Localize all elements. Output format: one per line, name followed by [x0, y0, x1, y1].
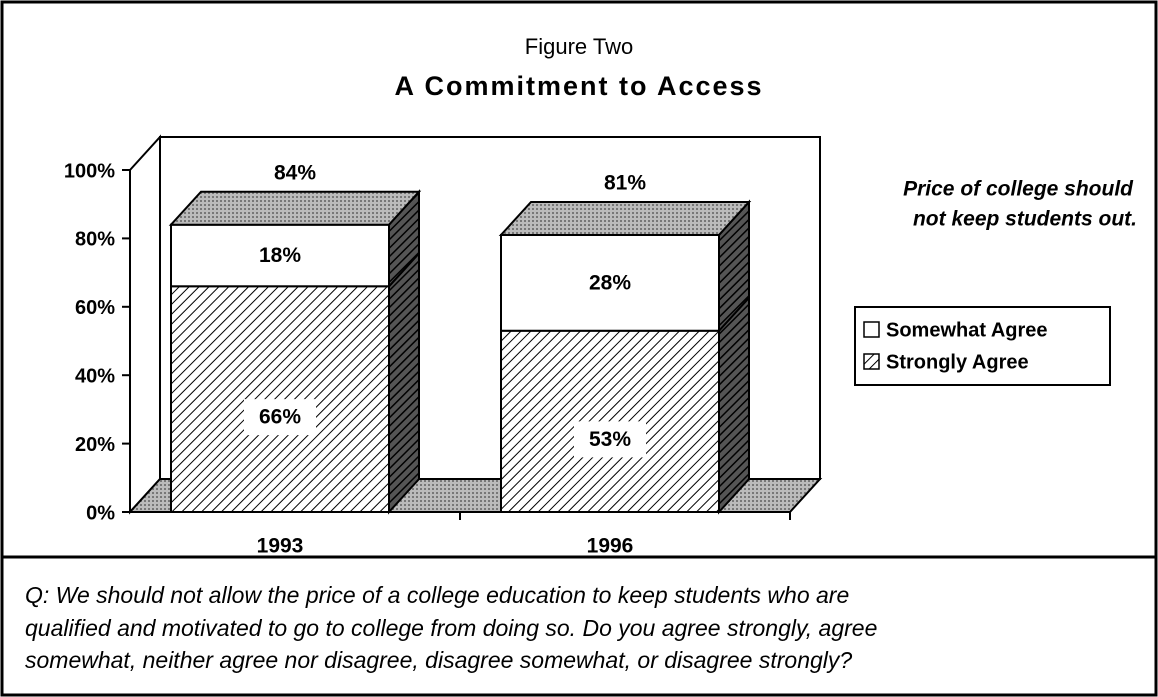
value-label-bg: [574, 421, 646, 458]
question: Q: We should not allow the price of a co…: [25, 582, 849, 608]
question: somewhat, neither agree nor disagree, di…: [25, 647, 852, 673]
legend-label: Strongly Agree: [886, 351, 1029, 373]
chart-title: A Commitment to Access: [394, 71, 763, 101]
annotation: Price of college should: [903, 178, 1134, 201]
bar-side: [718, 295, 750, 515]
value-label: 53%: [589, 428, 631, 451]
x-tick-label: 1993: [257, 535, 304, 558]
legend-label: Somewhat Agree: [886, 319, 1048, 341]
value-label-bg: [244, 399, 316, 436]
question: qualified and motivated to go to college…: [25, 615, 877, 641]
y-tick-label: 100%: [64, 160, 115, 182]
value-label: 18%: [259, 244, 301, 267]
bar-segment: [170, 223, 390, 288]
question-frame: [0, 555, 1158, 697]
total-label: 84%: [274, 161, 316, 184]
total-label: 81%: [604, 172, 646, 195]
y-tick-label: 40%: [75, 365, 115, 387]
side-wall: [129, 134, 161, 515]
x-tick-label: 1996: [587, 535, 634, 558]
legend-swatch: [863, 353, 880, 370]
bar-side: [388, 250, 420, 515]
value-label: 28%: [589, 271, 631, 294]
legend: [854, 306, 1111, 386]
legend-swatch: [863, 321, 880, 338]
chart-subtitle: Figure Two: [525, 34, 633, 59]
annotation: not keep students out.: [913, 208, 1137, 231]
y-tick-label: 80%: [75, 229, 115, 251]
y-tick-label: 60%: [75, 297, 115, 319]
bar-top: [498, 200, 752, 236]
value-label: 66%: [259, 406, 301, 429]
y-tick-label: 20%: [75, 434, 115, 456]
y-tick-label: 0%: [86, 502, 115, 524]
bar-top: [168, 190, 422, 226]
